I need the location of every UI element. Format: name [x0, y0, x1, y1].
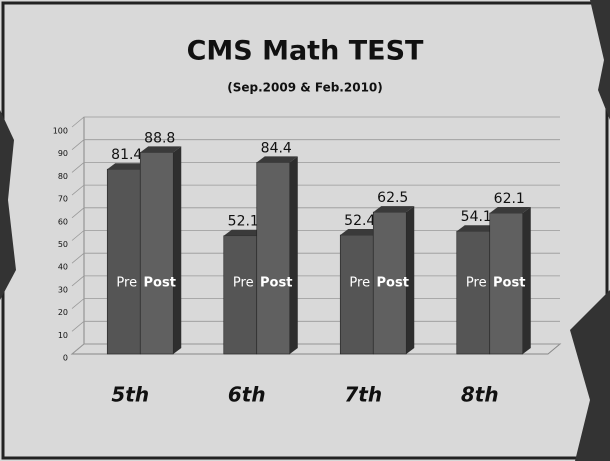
data-label: 62.5	[377, 190, 408, 206]
x-tick-label: 5th	[111, 383, 149, 407]
y-tick-label: 100	[53, 127, 68, 136]
bar-top	[140, 146, 182, 153]
x-tick-label: 8th	[461, 383, 499, 407]
series-label: Post	[260, 276, 292, 291]
bar-side	[173, 146, 182, 354]
bar-side	[289, 156, 298, 354]
bar-top	[107, 163, 149, 170]
y-tick-label: 90	[58, 149, 68, 158]
data-label: 52.1	[228, 214, 259, 230]
data-label: 52.4	[344, 213, 375, 229]
series-label: Post	[377, 276, 409, 291]
bar	[339, 234, 374, 355]
bar	[489, 212, 524, 355]
y-tick-label: 20	[58, 308, 68, 317]
y-tick-label: 40	[58, 263, 68, 272]
series-label: Pre	[233, 276, 254, 291]
bar-top	[256, 156, 298, 163]
bar-top	[489, 207, 531, 214]
bar	[256, 162, 291, 355]
bar-top	[456, 225, 498, 232]
data-label: 62.1	[494, 191, 525, 207]
bar	[223, 235, 258, 355]
series-label: Pre	[116, 276, 137, 291]
chart-title: CMS Math TEST	[187, 36, 424, 67]
y-tick-label: 60	[58, 217, 68, 226]
y-tick-label: 10	[58, 331, 68, 340]
grid-line	[71, 139, 560, 151]
grid-line	[71, 161, 560, 173]
plot-area: 0 10 20 30 40 50 60 70 80 90 100 5th 81.4 Pre 88.8 Post…	[53, 116, 562, 407]
series-label: Pre	[349, 276, 370, 291]
bar-top	[373, 206, 415, 213]
bar-top	[223, 229, 265, 236]
bar-side	[522, 207, 531, 354]
bar	[139, 152, 174, 355]
chart-subtitle: (Sep.2009 & Feb.2010)	[227, 81, 383, 95]
data-label: 88.8	[144, 130, 175, 146]
y-tick-label: 80	[58, 172, 68, 181]
data-label: 81.4	[111, 147, 142, 163]
x-tick-label: 7th	[344, 383, 382, 407]
bar	[106, 168, 141, 355]
y-tick-label: 50	[58, 240, 68, 249]
data-label: 84.4	[261, 140, 292, 156]
x-tick-label: 6th	[228, 383, 266, 407]
bar	[456, 230, 491, 355]
y-tick-label: 70	[58, 195, 68, 204]
grid-line	[71, 184, 560, 196]
data-label: 54.1	[461, 209, 492, 225]
series-label: Post	[144, 276, 176, 291]
y-tick-label: 30	[58, 285, 68, 294]
bar-side	[406, 206, 415, 354]
bar-top	[340, 229, 382, 236]
grid-line	[71, 116, 560, 128]
series-label: Post	[493, 276, 525, 291]
series-label: Pre	[466, 276, 487, 291]
y-tick-label: 0	[63, 354, 68, 363]
bar	[372, 211, 407, 355]
